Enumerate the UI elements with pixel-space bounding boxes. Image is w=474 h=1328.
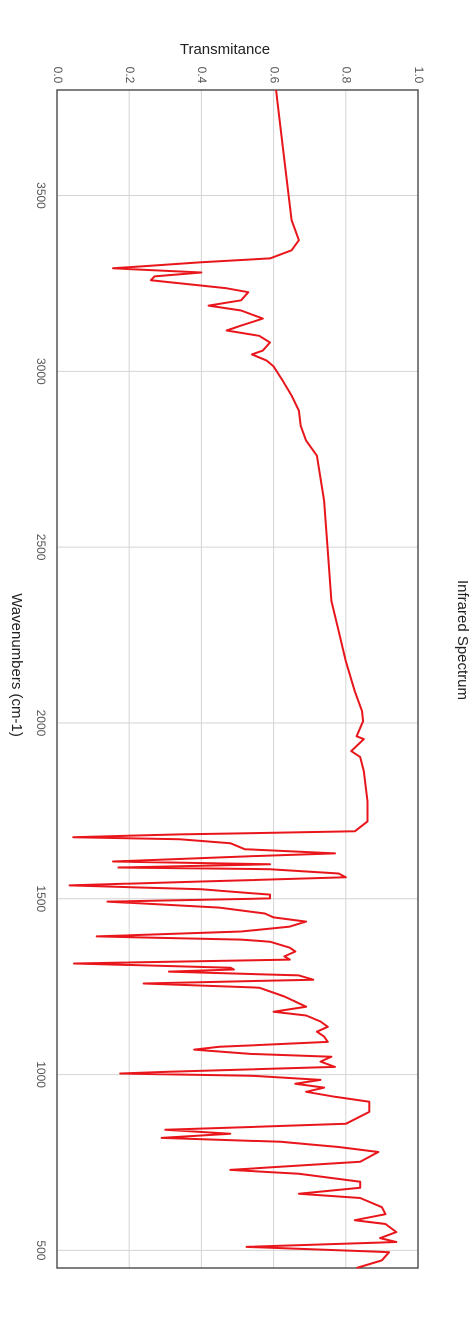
y-tick-label: 0.0	[51, 67, 65, 84]
plot-border	[56, 89, 419, 1269]
x-axis-label: Wavenumbers (cm-1)	[8, 593, 25, 737]
x-tick-label: 2000	[34, 710, 48, 737]
x-tick-label: 1500	[34, 885, 48, 912]
y-tick-label: 0.4	[195, 67, 209, 84]
chart-title: Infrared Spectrum	[454, 580, 471, 700]
spectrum-line	[68, 89, 398, 1269]
x-tick-label: 500	[34, 1240, 48, 1260]
x-tick-label: 1000	[34, 1061, 48, 1088]
y-tick-label: 1.0	[412, 67, 426, 84]
x-tick-label: 2500	[34, 534, 48, 561]
y-tick-label: 0.6	[267, 67, 281, 84]
x-tick-label: 3000	[34, 358, 48, 385]
y-tick-label: 0.2	[123, 67, 137, 84]
y-tick-label: 0.8	[340, 67, 354, 84]
x-tick-label: 3500	[34, 182, 48, 209]
y-axis-label: Transmitance	[180, 41, 270, 58]
